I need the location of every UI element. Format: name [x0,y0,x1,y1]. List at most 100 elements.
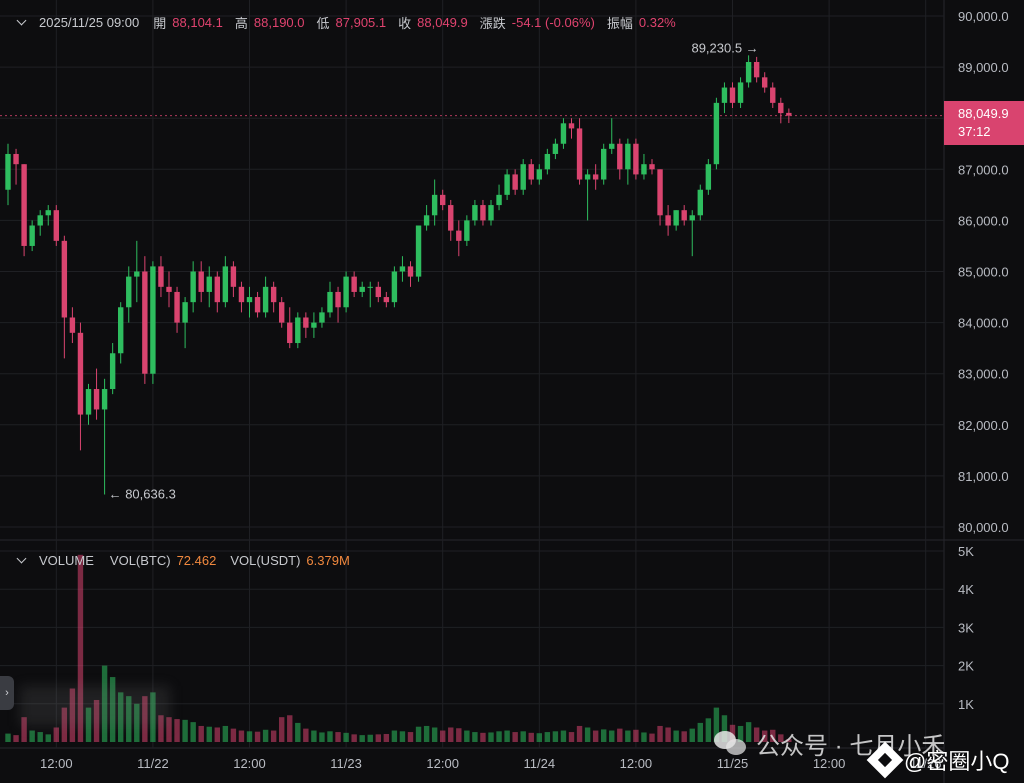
volume-bar [609,730,615,742]
circle-watermark: @密圈小Q [866,740,1009,780]
candle-body [560,123,567,144]
candle-body [166,286,172,292]
volume-tick-label: 3K [958,620,974,635]
price-tick-label: 80,000.0 [958,520,1009,535]
candle-body [415,225,422,277]
volume-bar [311,730,317,742]
volume-bar [568,732,575,742]
volume-title: VOLUME [39,552,94,568]
low-label: 低 [316,15,330,31]
volume-bar [77,554,84,742]
vol-btc-label: VOL(BTC) [109,552,171,568]
candle-body [472,205,478,221]
collapse-chevron-icon[interactable] [16,15,27,26]
volume-bar [520,731,526,742]
volume-bar [13,735,19,742]
volume-bar [448,727,454,742]
candle-body [576,128,583,180]
volume-bar [770,729,776,742]
change-value: -54.1 (-0.06%) [511,14,595,30]
candle-body [21,164,27,246]
volume-bar [407,732,414,742]
volume-bar [85,707,92,742]
candle-body [423,215,430,226]
candle-body [109,353,116,390]
candle-body [279,302,285,323]
volume-bar [69,688,76,742]
volume-bar [93,699,100,742]
volume-bar [665,727,671,742]
volume-bars [5,554,792,742]
candle-body [295,317,301,344]
volume-bar [552,731,559,742]
volume-tick-label: 2K [958,659,974,674]
volume-bar [617,728,623,742]
vol-usdt-value: 6.379M [306,552,350,568]
volume-bar [5,733,11,742]
volume-tick-label: 5K [958,544,974,559]
volume-bar [61,707,68,742]
candle-body [697,189,703,216]
volume-bar [504,730,510,742]
candle-body [343,276,349,308]
volume-bar [576,725,583,742]
candle-body [198,271,204,292]
candle-body [238,286,245,303]
price-tick-label: 85,000.0 [958,265,1009,280]
candle-body [786,112,792,116]
candle-body [214,276,220,303]
volume-bar [641,732,647,742]
volume-bar [713,707,720,742]
candle-body [641,164,647,175]
candle-body [101,389,108,410]
candle-body [689,215,695,221]
candle-body [359,286,365,292]
candle-body [496,194,502,206]
candle-body [504,174,510,195]
side-panel-handle[interactable]: › [0,676,14,710]
volume-bar [423,725,430,742]
volume-axis: 1K 2K 3K 4K 5K [958,544,974,712]
volume-bar [29,730,35,742]
volume-bar [53,727,59,742]
candle-countdown: 37:12 [958,124,991,139]
candle-body [230,266,237,287]
candle-body [375,286,381,298]
volume-bar [375,734,381,742]
volume-bar [335,732,341,742]
candle-body [456,230,462,241]
time-tick-label: 11/23 [330,756,362,771]
candle-body [399,266,406,272]
volume-bar [254,731,261,742]
candle-body [536,169,542,180]
candle-body [729,87,736,103]
change-label: 漲跌 [479,15,506,31]
candle-body [705,164,712,190]
high-value: 88,190.0 [253,14,305,30]
price-tick-label: 86,000.0 [958,213,1009,228]
candle-body [270,286,277,303]
volume-bar [689,728,695,742]
volume-bar [415,726,422,742]
candle-body [568,123,575,129]
volume-bar [134,703,140,742]
volume-bar [45,734,51,742]
candle-body [222,266,229,303]
volume-bar [464,730,470,742]
time-tick-label: 12:00 [426,756,459,771]
candle-body [592,174,599,180]
candles [5,55,792,495]
volume-bar [279,717,285,742]
volume-collapse-chevron-icon[interactable] [16,553,27,564]
candle-body [617,143,623,170]
volume-bar [109,677,116,742]
candle-body [287,322,293,344]
price-tick-label: 90,000.0 [958,9,1009,24]
blurred-logo [20,686,170,726]
volume-bar [383,733,390,742]
price-tick-label: 82,000.0 [958,418,1009,433]
candle-body [681,210,687,221]
volume-bar [391,730,398,742]
candle-body [609,143,615,149]
